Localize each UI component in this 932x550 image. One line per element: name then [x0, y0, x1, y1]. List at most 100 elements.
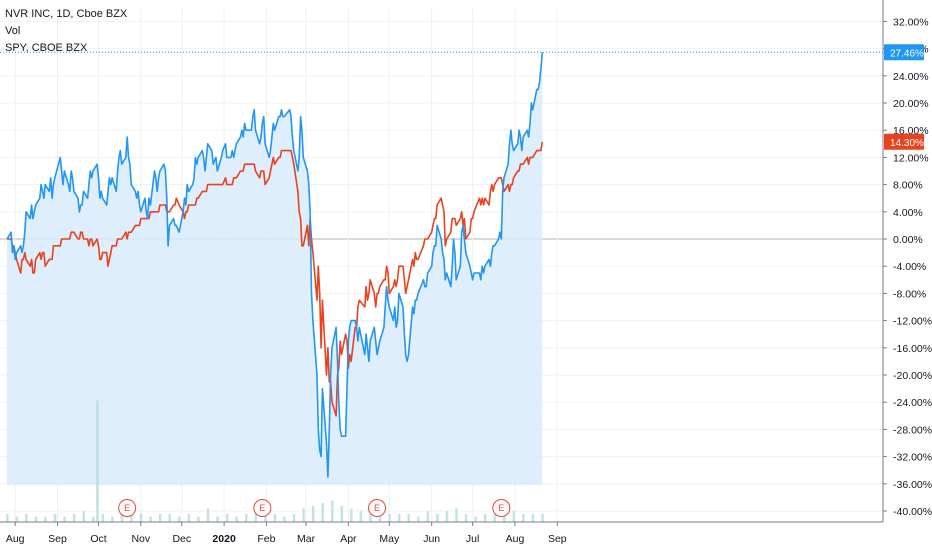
volume-bar [464, 513, 468, 522]
x-tick-label: Nov [131, 533, 150, 545]
volume-bar [82, 511, 85, 522]
volume-bar [254, 513, 258, 522]
badge-bg [884, 44, 924, 61]
earnings-marker[interactable]: E [492, 499, 511, 517]
volume-bar [216, 516, 219, 522]
volume-bar [330, 500, 334, 522]
chart-legend: NVR INC, 1D, Cboe BZX Vol SPY, CBOE BZX [5, 6, 127, 57]
x-tick-label: Aug [6, 533, 25, 545]
volume-bar [350, 508, 353, 522]
badge-bg [884, 133, 924, 150]
y-tick-label: -12.00% [893, 316, 932, 328]
x-tick-label: Oct [90, 533, 106, 545]
volume-bar [388, 513, 391, 522]
y-tick-label: 12.00% [893, 152, 929, 164]
volume-bar [34, 516, 38, 522]
nvr-area-fill [7, 52, 543, 486]
volume-bars [6, 400, 544, 522]
x-tick-label: Sep [548, 533, 567, 545]
volume-bar [474, 516, 477, 522]
volume-bar [264, 511, 267, 522]
legend-volume[interactable]: Vol [5, 25, 21, 37]
y-tick-label: -36.00% [893, 479, 932, 491]
volume-bar [44, 516, 47, 522]
volume-bar [369, 513, 372, 522]
volume-bar [522, 513, 525, 522]
x-tick-label: Feb [257, 533, 275, 545]
volume-bar [101, 513, 105, 522]
volume-bar [244, 513, 248, 522]
volume-bar [111, 516, 114, 522]
earnings-marker[interactable]: E [368, 499, 387, 517]
x-tick-label: Mar [297, 533, 316, 545]
y-tick-label: -20.00% [893, 370, 932, 382]
x-tick-label: Jul [466, 533, 479, 545]
x-tick-label: Sep [48, 533, 67, 545]
earnings-label: E [374, 503, 380, 513]
volume-bar [225, 513, 229, 522]
volume-bar [187, 513, 191, 522]
x-tick-label: May [379, 533, 400, 545]
volume-bar [168, 513, 171, 522]
earnings-label: E [498, 503, 504, 513]
y-tick-label: 24.00% [893, 71, 929, 83]
y-tick-label: -8.00% [893, 288, 926, 300]
y-tick-label: 32.00% [893, 16, 929, 28]
volume-bar [6, 513, 9, 522]
legend-compare-symbol[interactable]: SPY, CBOE BZX [5, 42, 88, 54]
y-tick-label: -28.00% [893, 424, 932, 436]
volume-bar [340, 505, 344, 522]
volume-bar [378, 511, 382, 522]
y-tick-label: -24.00% [893, 397, 932, 409]
nvr-last-value-badge: 27.46% [884, 44, 924, 61]
earnings-label: E [259, 503, 265, 513]
x-tick-label: Apr [340, 533, 357, 545]
volume-bar [92, 516, 95, 522]
earnings-marker[interactable]: E [118, 499, 137, 517]
volume-bar [120, 513, 124, 522]
y-tick-label: -40.00% [893, 506, 932, 518]
volume-bar [397, 513, 401, 522]
volume-bar [417, 516, 420, 522]
spy-last-value-badge: 14.30% [884, 133, 924, 150]
x-tick-label: Dec [172, 533, 191, 545]
y-tick-label: 4.00% [893, 207, 923, 219]
volume-bar [149, 516, 152, 522]
volume-bar [292, 513, 296, 522]
x-tick-label: 2020 [212, 533, 236, 545]
y-tick-label: -32.00% [893, 452, 932, 464]
spy-line[interactable] [7, 141, 544, 417]
last-value-badges: 27.46% 14.30% [884, 44, 924, 150]
volume-bar [321, 503, 324, 522]
earnings-circle [368, 499, 387, 517]
x-axis[interactable]: Aug Sep Oct Nov Dec 2020 Feb Mar Apr May Jun Jul Aug… [0, 521, 883, 545]
volume-bar [197, 516, 200, 522]
y-axis[interactable]: 32.00%28.00%24.00%20.00%16.00%12.00%8.00… [882, 0, 932, 522]
volume-bar [483, 513, 487, 522]
volume-bar [130, 511, 133, 522]
badge-text: 27.46% [890, 48, 924, 59]
volume-bar [139, 513, 143, 522]
volume-bar [96, 400, 99, 522]
y-tick-label: -4.00% [893, 261, 926, 273]
badge-text: 14.30% [890, 138, 924, 149]
legend-main-symbol[interactable]: NVR INC, 1D, Cboe BZX [5, 8, 128, 20]
volume-bar [436, 513, 439, 522]
volume-bar [359, 511, 363, 522]
volume-bar [206, 508, 210, 522]
volume-bar [283, 516, 286, 522]
volume-bar [15, 516, 19, 522]
earnings-marker[interactable]: E [253, 499, 272, 517]
volume-bar [72, 513, 76, 522]
volume-bar [178, 516, 181, 522]
x-tick-label: Jun [423, 533, 440, 545]
volume-bar [53, 513, 57, 522]
volume-bar [493, 513, 496, 522]
volume-bar [273, 513, 277, 522]
volume-bar [235, 516, 238, 522]
volume-bar [512, 511, 516, 522]
volume-bar [302, 508, 305, 522]
nvr-line[interactable] [6, 52, 544, 478]
